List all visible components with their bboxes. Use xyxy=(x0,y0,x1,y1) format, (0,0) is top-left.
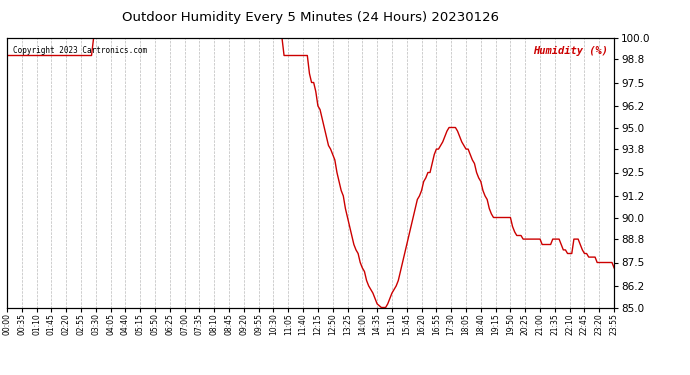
Text: Copyright 2023 Cartronics.com: Copyright 2023 Cartronics.com xyxy=(13,46,147,55)
Text: Outdoor Humidity Every 5 Minutes (24 Hours) 20230126: Outdoor Humidity Every 5 Minutes (24 Hou… xyxy=(122,11,499,24)
Text: Humidity (%): Humidity (%) xyxy=(533,46,608,56)
